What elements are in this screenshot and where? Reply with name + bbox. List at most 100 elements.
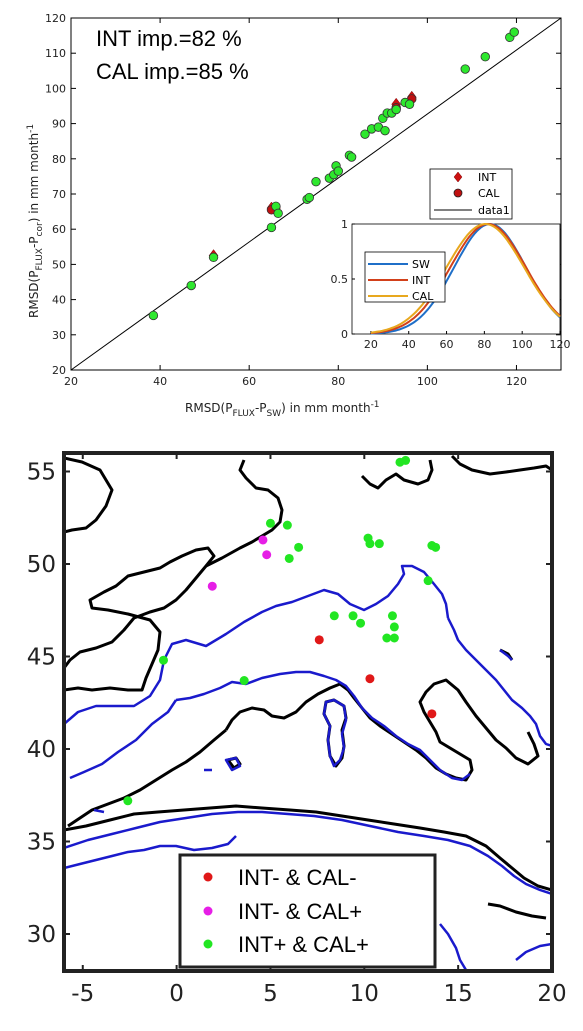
y-axis-label: RMSD(PFLUX-Pcor) in mm month-1 (26, 124, 45, 318)
station-point (304, 192, 315, 203)
station-green (265, 518, 275, 528)
x-axis-label: RMSD(PFLUX-PSW) in mm month-1 (185, 400, 380, 419)
station-green (382, 633, 392, 643)
station-green (294, 542, 304, 552)
legend-int-label: INT (478, 171, 496, 184)
station-red (314, 635, 324, 645)
station-point (404, 99, 415, 109)
y-tick-label: 40 (52, 294, 66, 307)
map-x-tick-label: -5 (71, 981, 94, 1007)
x-tick-label: 40 (153, 375, 167, 388)
inset-y-tick-label: 0 (341, 328, 348, 341)
station-point (333, 166, 343, 176)
map-y-tick-label: 40 (27, 737, 56, 763)
station-magenta (207, 581, 217, 591)
y-tick-label: 20 (52, 364, 66, 377)
station-point (346, 152, 357, 162)
map-ticks: -5 0 5 10 15 20 30 35 40 45 50 55 (27, 453, 567, 1007)
inset-curve-cal (370, 223, 561, 334)
map-frame (62, 451, 554, 973)
map-x-tick-label: 15 (444, 981, 473, 1007)
station-magenta (262, 550, 272, 560)
station-green (239, 676, 249, 686)
y-tick-label: 50 (52, 258, 66, 271)
y-tick-label: 30 (52, 329, 66, 342)
station-green (389, 633, 399, 643)
station-green (374, 539, 384, 549)
station-green (123, 796, 133, 806)
station-point (208, 252, 219, 263)
map-legend: INT- & CAL- INT- & CAL+ INT+ & CAL+ (178, 853, 437, 969)
station-magenta (258, 535, 268, 545)
x-tick-label: 60 (242, 375, 256, 388)
coastline-blue (64, 564, 552, 971)
station-point (460, 64, 470, 74)
inset-lines (370, 222, 561, 335)
inset-y-tick-label: 1 (341, 218, 348, 231)
y-tick-label: 60 (52, 223, 66, 236)
station-green (329, 611, 339, 621)
map-x-tick-label: 5 (263, 981, 278, 1007)
inset-legend: SW INT CAL (364, 251, 446, 303)
station-point (509, 27, 519, 37)
map-y-tick-label: 30 (27, 922, 56, 948)
scatter-data (70, 17, 562, 371)
y-tick-label: 120 (45, 12, 66, 25)
map-legend-red-marker (203, 872, 213, 882)
map-points (123, 455, 441, 806)
station-green (423, 576, 433, 586)
inset-x-tick-label: 120 (550, 338, 571, 351)
station-point (480, 52, 490, 62)
y-tick-label: 70 (52, 188, 66, 201)
station-green (284, 553, 294, 563)
station-green (348, 611, 358, 621)
station-red (427, 709, 437, 719)
legend-int-marker (453, 171, 463, 183)
station-point (391, 104, 401, 115)
inset-chart: 20 40 60 80 100 120 0 0.5 1 SW INT CAL (331, 218, 571, 351)
station-point (273, 208, 283, 219)
map-y-tick-label: 35 (27, 830, 56, 856)
map-x-tick-label: 20 (537, 981, 566, 1007)
station-green (389, 622, 399, 632)
inset-y-tick-label: 0.5 (331, 273, 349, 286)
inset-x-tick-label: 60 (440, 338, 454, 351)
station-green (356, 618, 366, 628)
scatter-chart: 20 40 60 80 100 120 20 30 40 50 60 70 80 90 100 110 120 … (26, 12, 571, 419)
inset-x-tick-label: 20 (364, 338, 378, 351)
coastline-black (64, 454, 552, 920)
map-x-tick-label: 0 (169, 981, 184, 1007)
y-tick-label: 110 (45, 47, 66, 60)
station-map: -5 0 5 10 15 20 30 35 40 45 50 55 INT- & CAL- INT- … (27, 451, 567, 1007)
map-y-tick-label: 45 (27, 645, 56, 671)
station-green (387, 611, 397, 621)
station-point (148, 310, 159, 321)
map-legend-label-1: INT- & CAL- (238, 865, 357, 890)
inset-legend-sw-label: SW (412, 258, 430, 271)
map-legend-magenta-marker (203, 906, 213, 916)
annotation-cal: CAL imp.=85 % (96, 59, 249, 84)
station-point (360, 129, 370, 139)
y-tick-label: 80 (52, 153, 66, 166)
inset-curve-int (370, 222, 561, 335)
inset-x-tick-label: 80 (477, 338, 491, 351)
x-tick-label: 80 (331, 375, 345, 388)
map-y-tick-label: 55 (27, 460, 56, 486)
station-green (431, 542, 441, 552)
y-tick-label: 100 (45, 82, 66, 95)
station-green (401, 455, 411, 465)
scatter-legend: INT CAL data1 (429, 168, 513, 220)
inset-x-tick-label: 40 (402, 338, 416, 351)
station-red (365, 674, 375, 684)
x-tick-label: 120 (506, 375, 527, 388)
station-green (282, 520, 292, 530)
map-legend-green-marker (203, 939, 213, 949)
station-point (311, 176, 321, 187)
inset-x-tick-label: 100 (512, 338, 533, 351)
station-green (158, 655, 168, 665)
map-legend-label-3: INT+ & CAL+ (238, 932, 369, 957)
map-y-tick-label: 50 (27, 552, 56, 578)
station-point (186, 280, 196, 291)
